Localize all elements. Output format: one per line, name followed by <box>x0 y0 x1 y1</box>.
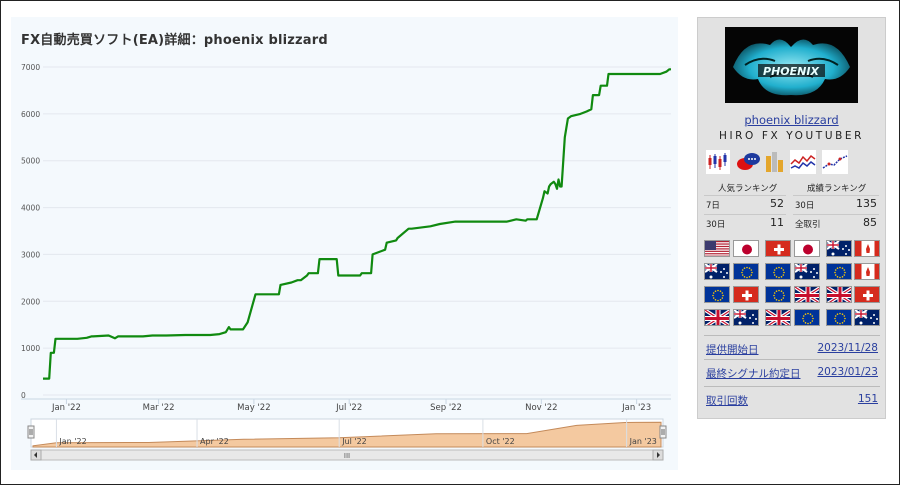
last-signal-value: 2023/01/23 <box>817 366 878 378</box>
candlestick-chart-icon[interactable] <box>706 150 730 174</box>
flag-au-icon[interactable] <box>733 309 759 326</box>
phoenix-logo-image: PHOENIX <box>725 27 858 103</box>
performance-value: 85 <box>863 216 877 229</box>
scroll-right-arrow-icon <box>657 452 660 458</box>
y-tick-label: 2000 <box>21 297 40 306</box>
start-date-label[interactable]: 提供開始日 <box>706 344 759 356</box>
x-tick-label: Nov '22 <box>525 403 557 413</box>
flag-au-icon[interactable] <box>854 309 880 326</box>
y-tick-label: 0 <box>21 391 26 400</box>
author-name: HIRO FX YOUTUBER <box>718 130 865 142</box>
flag-au-icon[interactable] <box>704 263 730 280</box>
navigator-handle[interactable] <box>659 425 667 439</box>
chart-panel: FX自動売買ソフト(EA)詳細：phoenix blizzard 0 1000 20… <box>11 17 678 470</box>
feature-icons <box>704 150 879 174</box>
x-tick-label: Jan '23 <box>621 403 651 413</box>
scroll-left-arrow-icon <box>34 452 37 458</box>
performance-label: 30日 <box>795 201 815 211</box>
flag-eu-icon[interactable] <box>765 286 791 303</box>
flag-jp-icon[interactable] <box>794 240 820 257</box>
y-tick-label: 5000 <box>21 157 40 166</box>
flag-gb-icon[interactable] <box>826 286 852 303</box>
y-tick-label: 6000 <box>21 110 40 119</box>
chat-bubbles-icon[interactable] <box>737 153 760 170</box>
popularity-label: 30日 <box>706 220 726 230</box>
x-tick-label: Mar '22 <box>143 403 175 413</box>
flag-eu-icon[interactable] <box>826 263 852 280</box>
last-signal-label[interactable]: 最終シグナル約定日 <box>706 368 801 380</box>
popularity-row: 30日 11 <box>704 214 786 230</box>
flag-au-icon[interactable] <box>826 240 852 257</box>
x-tick-label: Jan '22 <box>51 403 81 413</box>
flag-ca-icon[interactable] <box>854 240 880 257</box>
navigator-label: Oct '22 <box>486 437 515 446</box>
bar-chart-icon[interactable] <box>766 152 783 172</box>
popularity-value: 11 <box>770 216 784 229</box>
flag-eu-icon[interactable] <box>765 263 791 280</box>
x-tick-label: Sep '22 <box>430 403 462 413</box>
info-row-start-date: 提供開始日 2023/11/28 <box>704 335 880 358</box>
flag-eu-icon[interactable] <box>704 286 730 303</box>
info-row-last-signal: 最終シグナル約定日 2023/01/23 <box>704 359 880 382</box>
y-tick-label: 7000 <box>21 63 40 72</box>
trend-chart-icon[interactable] <box>822 150 848 174</box>
performance-row: 全取引 85 <box>793 214 879 230</box>
navigator-label: Jan '23 <box>629 437 657 446</box>
info-row-trade-count: 取引回数 151 <box>704 386 880 409</box>
start-date-value: 2023/11/28 <box>817 342 878 354</box>
popularity-value: 52 <box>770 197 784 210</box>
y-tick-label: 3000 <box>21 250 40 259</box>
trade-count-label[interactable]: 取引回数 <box>706 395 748 407</box>
performance-row: 30日 135 <box>793 195 879 211</box>
flag-ch-icon[interactable] <box>854 286 880 303</box>
flag-ca-icon[interactable] <box>854 263 880 280</box>
ea-name-link[interactable]: phoenix blizzard <box>744 113 839 127</box>
navigator-handle[interactable] <box>27 425 35 439</box>
flag-ch-icon[interactable] <box>733 286 759 303</box>
y-tick-label: 1000 <box>21 344 40 353</box>
popularity-row: 7日 52 <box>704 195 786 211</box>
flag-gb-icon[interactable] <box>704 309 730 326</box>
popularity-label: 7日 <box>706 201 720 211</box>
logo-text: PHOENIX <box>763 65 819 78</box>
scrollbar-grip-icon: III <box>344 452 350 460</box>
x-tick-label: Jul '22 <box>335 403 362 413</box>
flag-gb-icon[interactable] <box>765 309 791 326</box>
line-chart-icon[interactable] <box>790 150 816 174</box>
popularity-ranking-title: 人気ランキング <box>718 184 778 194</box>
flag-us-icon[interactable] <box>704 240 730 257</box>
navigator-label: Jul '22 <box>341 437 367 446</box>
ea-logo: PHOENIX <box>725 27 858 103</box>
y-tick-label: 4000 <box>21 204 40 213</box>
equity-series-line <box>43 68 671 380</box>
flag-jp-icon[interactable] <box>733 240 759 257</box>
ea-sidebar: PHOENIX phoenix blizzard HIRO FX YOUTUBE… <box>697 17 886 419</box>
flag-ch-icon[interactable] <box>765 240 791 257</box>
performance-label: 全取引 <box>795 220 821 230</box>
flag-au-icon[interactable] <box>794 263 820 280</box>
x-tick-label: May '22 <box>237 403 270 413</box>
chart-title: FX自動売買ソフト(EA)詳細：phoenix blizzard <box>21 33 328 48</box>
flag-gb-icon[interactable] <box>794 286 820 303</box>
trade-count-value[interactable]: 151 <box>857 393 878 405</box>
flag-eu-icon[interactable] <box>794 309 820 326</box>
performance-ranking-title: 成績ランキング <box>807 184 867 194</box>
navigator-label: Jan '22 <box>58 437 86 446</box>
performance-value: 135 <box>856 197 877 210</box>
navigator-label: Apr '22 <box>200 437 229 446</box>
flag-eu-icon[interactable] <box>733 263 759 280</box>
equity-chart: 0 1000 2000 3000 4000 5000 6000 7000 Jan '22 Mar … <box>21 63 671 461</box>
flag-eu-icon[interactable] <box>826 309 852 326</box>
